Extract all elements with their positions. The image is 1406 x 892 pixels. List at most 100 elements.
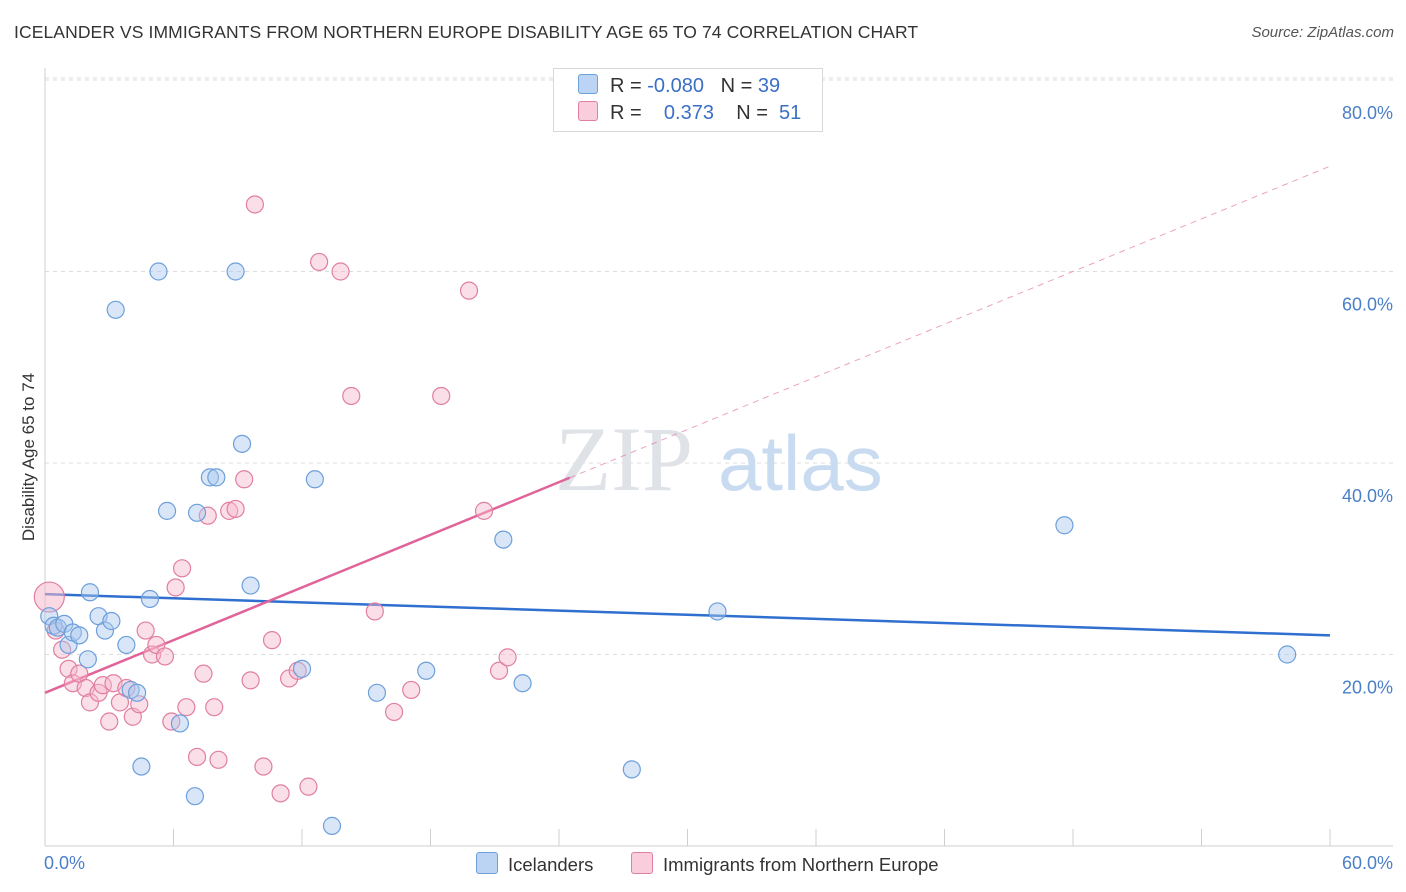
bottom-legend-label: Immigrants from Northern Europe (663, 854, 939, 875)
immigrants-point (402, 680, 421, 700)
axes (44, 68, 1393, 847)
x-tick-label-max: 60.0% (1342, 853, 1393, 873)
y-tick-labels: 20.0% 40.0% 60.0% 80.0% (1342, 103, 1393, 698)
immigrants-point (226, 499, 245, 519)
legend-n-value: 39 (757, 75, 781, 97)
immigrants-point (172, 559, 192, 578)
icelanders-point (78, 650, 97, 669)
legend-r-value: -0.080 (647, 75, 704, 97)
icelanders-point (80, 583, 100, 602)
icelanders-point (170, 714, 190, 733)
legend-n-value: 51 (779, 102, 802, 124)
immigrants-point (136, 621, 155, 640)
immigrants-point (187, 747, 207, 767)
legend-row-icelanders: R = -0.080 N = 39 (578, 74, 780, 102)
trend-line-dashed (569, 165, 1331, 479)
icelanders-point (367, 683, 387, 702)
gridlines (45, 77, 1393, 655)
watermark-zip: ZIP (555, 408, 693, 510)
immigrants-point (310, 252, 329, 272)
immigrants-point (299, 777, 318, 796)
bottom-swatch-immigrants (631, 852, 653, 874)
y-tick-label: 40.0% (1342, 486, 1393, 506)
immigrants-point (220, 501, 239, 520)
immigrants-point (245, 195, 264, 214)
icelanders-point (417, 661, 436, 680)
chart-title: ICELANDER VS IMMIGRANTS FROM NORTHERN EU… (14, 22, 919, 42)
icelanders-point (494, 530, 513, 549)
immigrants-point (365, 602, 384, 621)
icelanders-point (106, 300, 125, 319)
data-points (33, 195, 1297, 835)
icelanders-point (149, 262, 168, 281)
icelanders-point (241, 576, 260, 595)
immigrants-point (155, 647, 175, 666)
legend-row-immigrants: R = 0.373 N = 51 (578, 101, 801, 129)
immigrants-point (254, 757, 273, 776)
icelanders-point (140, 589, 160, 609)
trend-line-solid (44, 476, 571, 694)
immigrants-point (198, 506, 217, 525)
legend-swatch-icelanders (578, 74, 598, 94)
immigrants-point (59, 659, 78, 678)
x-tick-label-min: 0.0% (44, 853, 85, 873)
icelanders-point (187, 503, 207, 522)
icelanders-point (102, 611, 121, 631)
icelanders-point (226, 262, 245, 281)
immigrants-point (331, 262, 350, 281)
icelanders-point (322, 816, 342, 835)
icelanders-point (117, 635, 136, 655)
legend-n-label: N = (736, 102, 768, 124)
immigrants-point (177, 698, 196, 717)
immigrants-point (342, 386, 361, 406)
immigrants-point (166, 578, 185, 597)
immigrants-point (459, 281, 479, 300)
immigrants-point (241, 671, 260, 690)
icelanders-point (292, 659, 312, 678)
legend-r-label: R = (610, 102, 642, 124)
y-tick-label: 60.0% (1342, 295, 1393, 315)
immigrants-point (474, 501, 494, 520)
immigrants-point (271, 784, 290, 803)
icelanders-point (132, 757, 151, 776)
immigrants-point (194, 664, 213, 683)
legend-n-label: N = (720, 75, 753, 97)
watermark-atlas: atlas (718, 419, 883, 507)
bottom-legend-icelanders: Icelanders (476, 852, 593, 876)
icelanders-point (232, 434, 252, 453)
icelanders-point (622, 760, 641, 779)
bottom-legend-label: Icelanders (508, 854, 594, 875)
icelanders-point (95, 621, 115, 640)
immigrants-point (498, 648, 517, 667)
immigrants-point (432, 386, 451, 406)
icelanders-point (305, 470, 324, 489)
trend-line-solid (44, 592, 1331, 637)
correlation-legend: R = -0.080 N = 39 R = 0.373 N = 51 (553, 68, 823, 132)
immigrants-point (100, 712, 119, 731)
bottom-swatch-icelanders (476, 852, 498, 874)
legend-r-label: R = (610, 75, 642, 97)
y-axis-label: Disability Age 65 to 74 (19, 373, 38, 541)
immigrants-point (262, 631, 282, 650)
source-label: Source: ZipAtlas.com (1251, 24, 1394, 41)
icelanders-point (708, 602, 727, 621)
icelanders-point (70, 626, 89, 645)
y-tick-label: 20.0% (1342, 678, 1393, 698)
icelanders-point (127, 683, 147, 702)
icelanders-point (185, 787, 205, 806)
immigrants-point (235, 470, 254, 489)
icelanders-point (157, 501, 177, 520)
legend-swatch-immigrants (578, 101, 598, 121)
icelanders-point (207, 468, 226, 487)
immigrants-point (209, 750, 228, 769)
immigrants-point (205, 698, 224, 717)
immigrants-point (384, 702, 404, 722)
bottom-legend-immigrants: Immigrants from Northern Europe (631, 852, 939, 876)
trend-lines (44, 165, 1331, 694)
icelanders-point (1055, 516, 1074, 535)
icelanders-point (513, 674, 532, 693)
icelanders-point (200, 468, 220, 487)
icelanders-point (1278, 645, 1297, 664)
immigrants-point (489, 661, 509, 680)
